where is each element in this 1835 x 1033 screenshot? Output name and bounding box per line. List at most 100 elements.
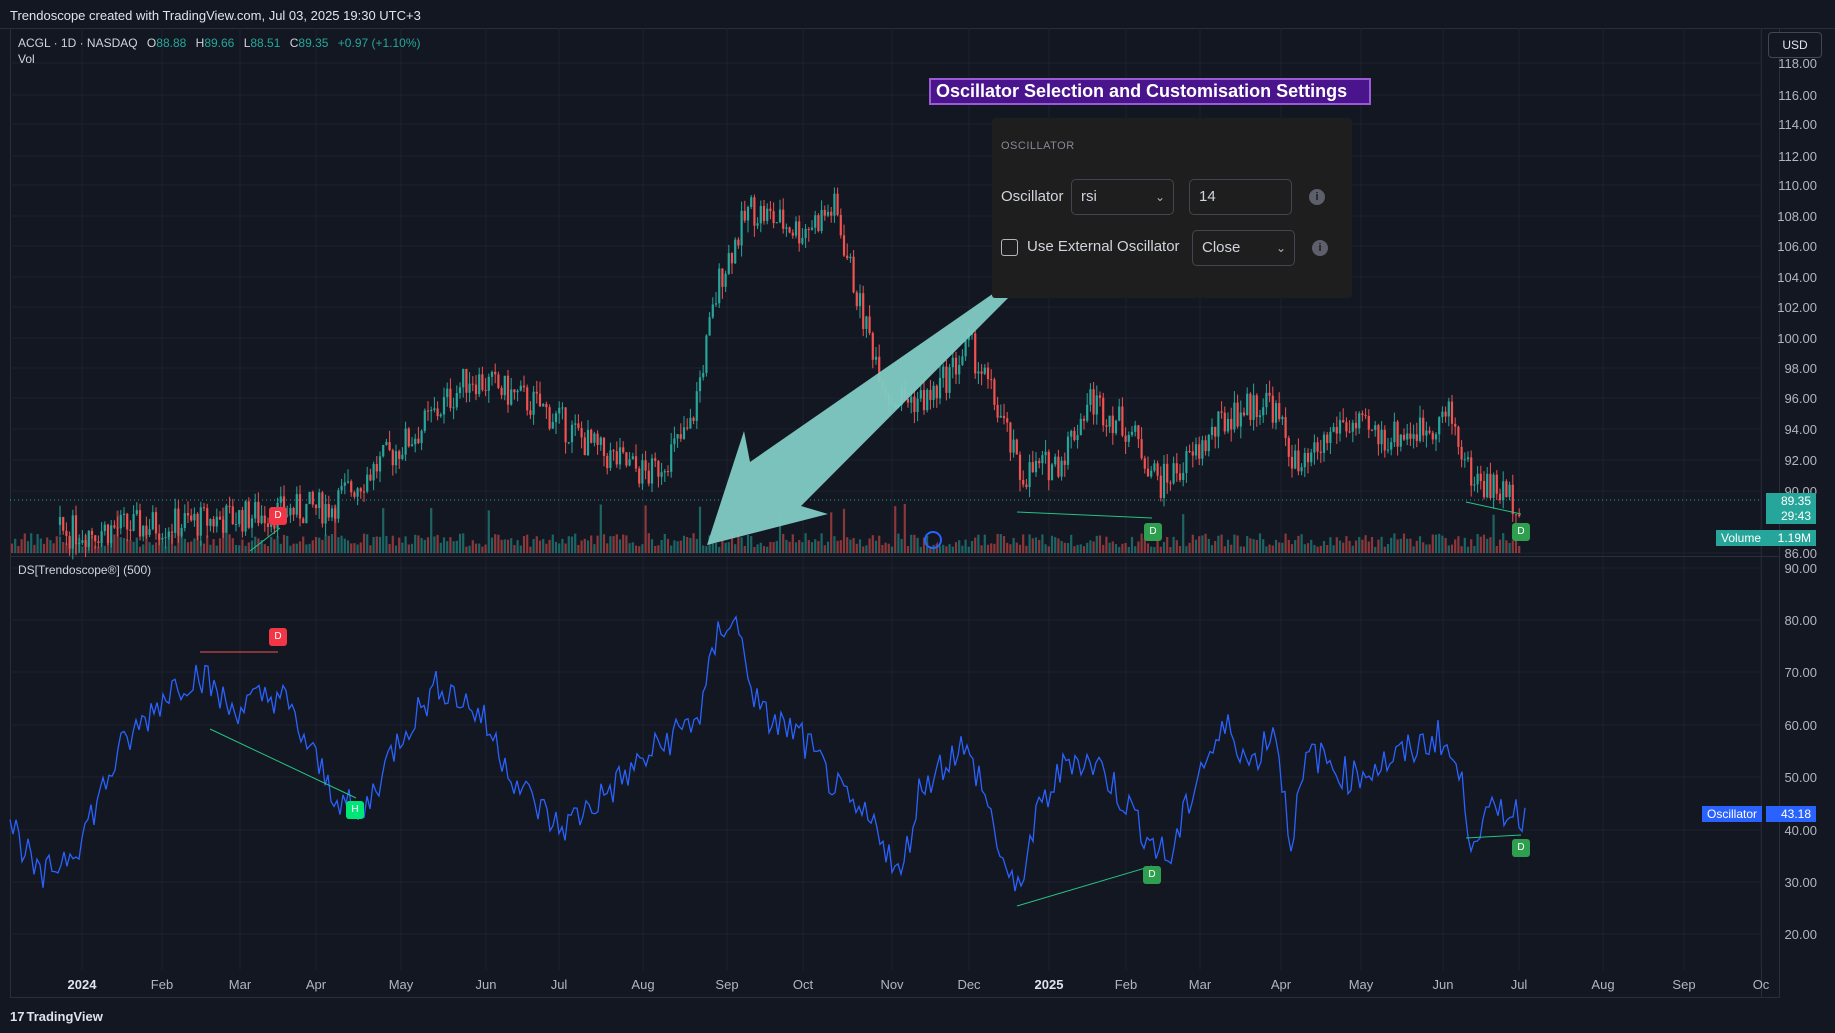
brand-name: TradingView (26, 1009, 103, 1024)
low-label: L (243, 36, 251, 50)
close-label: C (289, 36, 299, 50)
divergence-marker: D (1512, 523, 1530, 541)
oscillator-line (9, 615, 1526, 892)
source-select[interactable]: Close ⌄ (1192, 230, 1295, 266)
time-tick: May (388, 977, 414, 992)
time-tick: May (1348, 977, 1374, 992)
countdown-tag: 29:43 (1766, 508, 1816, 524)
last-price-tag: 89.35 (1766, 493, 1816, 509)
price-tick: 112.00 (1778, 149, 1817, 164)
price-tick: 108.00 (1777, 209, 1817, 224)
time-tick: Oc (1752, 977, 1770, 992)
oscillator-value-tag: 43.18 (1766, 806, 1816, 822)
volume-bars (10, 503, 1521, 553)
oscillator-tick: 30.00 (1784, 875, 1817, 890)
price-tick: 118.00 (1778, 56, 1817, 71)
length-input-value: 14 (1199, 188, 1216, 205)
open-label: O (146, 36, 157, 50)
oscillator-tick: 60.00 (1784, 718, 1817, 733)
price-tick: 100.00 (1777, 331, 1817, 346)
time-tick: Jun (1432, 977, 1454, 992)
external-oscillator-checkbox[interactable] (1001, 239, 1018, 256)
pane-divider[interactable] (10, 556, 1780, 557)
source-select-value: Close (1202, 239, 1241, 256)
oscillator-tick: 50.00 (1784, 770, 1817, 785)
price-tick: 96.00 (1784, 391, 1817, 406)
time-tick: Mar (1188, 977, 1212, 992)
symbol-legend[interactable]: ACGL · 1D · NASDAQ O88.88 H89.66 L88.51 … (18, 36, 421, 50)
info-icon[interactable]: i (1309, 189, 1325, 205)
annotation-arrow (707, 277, 1021, 545)
time-tick: Sep (715, 977, 739, 992)
oscillator-label: Oscillator (1001, 188, 1064, 205)
tv-logo-icon: 17 (10, 1009, 25, 1024)
time-tick: 2024 (67, 977, 97, 992)
oscillator-tick: 40.00 (1784, 823, 1817, 838)
oscillator-legend[interactable]: DS[Trendoscope®] (500) (18, 563, 152, 577)
external-oscillator-label[interactable]: Use External Oscillator (1027, 238, 1180, 255)
tradingview-logo[interactable]: 17 TradingView (10, 1009, 103, 1024)
oscillator-tick: 70.00 (1784, 665, 1817, 680)
time-tick: Feb (1114, 977, 1138, 992)
volume-legend[interactable]: Vol (18, 52, 35, 66)
settings-panel: OSCILLATOR Oscillator rsi ⌄ 14 i Use Ext… (992, 118, 1352, 298)
volume-value-tag: 1.19M (1766, 530, 1816, 546)
time-tick: Aug (1591, 977, 1615, 992)
price-tick: 114.00 (1778, 117, 1817, 132)
oscillator-select-value: rsi (1081, 188, 1097, 205)
volume-label-tag: Volume (1716, 530, 1767, 546)
close-value: 89.35 (298, 36, 329, 50)
time-tick: 2025 (1034, 977, 1064, 992)
low-value: 88.51 (250, 36, 281, 50)
length-input[interactable]: 14 (1189, 179, 1292, 215)
top-bar-text: Trendoscope created with TradingView.com… (10, 8, 421, 23)
currency-button[interactable]: USD (1768, 32, 1822, 58)
divergence-marker: D (1143, 866, 1161, 884)
price-tick: 110.00 (1778, 178, 1817, 193)
price-tick: 116.00 (1778, 88, 1817, 103)
time-tick: Oct (792, 977, 814, 992)
price-tick: 92.00 (1784, 453, 1817, 468)
footer (0, 1000, 1835, 1033)
price-tick: 104.00 (1777, 270, 1817, 285)
divergence-marker: H (346, 801, 364, 819)
high-value: 89.66 (204, 36, 235, 50)
divergence-marker: D (1512, 839, 1530, 857)
time-tick: Aug (631, 977, 655, 992)
time-tick: Jun (475, 977, 497, 992)
divergence-marker: D (1144, 523, 1162, 541)
time-tick: Jul (550, 977, 568, 992)
time-tick: Apr (305, 977, 327, 992)
price-tick: 94.00 (1784, 422, 1817, 437)
time-tick: Sep (1672, 977, 1696, 992)
oscillator-select[interactable]: rsi ⌄ (1071, 179, 1174, 215)
open-value: 88.88 (156, 36, 187, 50)
divergence-marker: D (269, 507, 287, 525)
symbol-info[interactable]: ACGL · 1D · NASDAQ (18, 36, 138, 50)
candlesticks (58, 187, 1521, 560)
high-label: H (195, 36, 205, 50)
time-tick: Dec (957, 977, 981, 992)
price-tick: 86.00 (1784, 546, 1817, 561)
oscillator-label-tag: Oscillator (1702, 806, 1763, 822)
chevron-down-icon: ⌄ (1275, 241, 1286, 255)
time-tick: Apr (1270, 977, 1292, 992)
event-icon[interactable] (924, 531, 942, 549)
price-tick: 102.00 (1777, 300, 1817, 315)
oscillator-tick: 90.00 (1784, 561, 1817, 576)
price-tick: 106.00 (1777, 239, 1817, 254)
annotation-banner: Oscillator Selection and Customisation S… (929, 78, 1371, 105)
time-tick: Nov (880, 977, 904, 992)
oscillator-tick: 80.00 (1784, 613, 1817, 628)
info-icon[interactable]: i (1312, 240, 1328, 256)
time-tick: Jul (1510, 977, 1528, 992)
time-tick: Feb (150, 977, 174, 992)
divergence-marker: D (269, 628, 287, 646)
time-tick: Mar (228, 977, 252, 992)
chevron-down-icon: ⌄ (1154, 190, 1165, 204)
oscillator-tick: 20.00 (1784, 927, 1817, 942)
price-tick: 98.00 (1784, 361, 1817, 376)
divergence-lines (200, 501, 1522, 907)
change-value: +0.97 (+1.10%) (337, 36, 421, 50)
